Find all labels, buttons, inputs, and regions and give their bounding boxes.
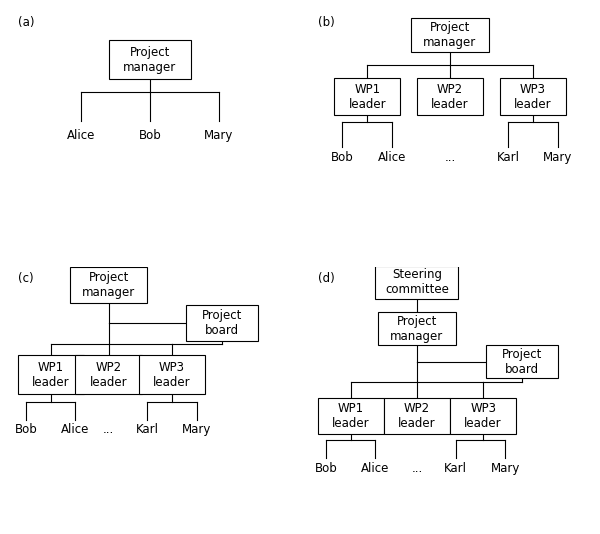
Text: WP3
leader: WP3 leader — [464, 402, 502, 430]
Text: (c): (c) — [17, 272, 33, 285]
Text: Karl: Karl — [444, 462, 467, 475]
Text: WP1
leader: WP1 leader — [332, 402, 370, 430]
FancyBboxPatch shape — [500, 78, 566, 115]
Text: Alice: Alice — [378, 151, 406, 164]
Text: Project
manager: Project manager — [82, 271, 135, 299]
FancyBboxPatch shape — [378, 312, 455, 345]
Text: (a): (a) — [17, 15, 34, 29]
Text: Bob: Bob — [14, 423, 37, 436]
FancyBboxPatch shape — [17, 356, 84, 394]
FancyBboxPatch shape — [109, 40, 191, 80]
FancyBboxPatch shape — [317, 398, 384, 434]
FancyBboxPatch shape — [334, 78, 400, 115]
FancyBboxPatch shape — [76, 356, 142, 394]
FancyBboxPatch shape — [486, 345, 557, 379]
Text: Project
manager: Project manager — [424, 21, 476, 49]
Text: WP3
leader: WP3 leader — [153, 360, 191, 389]
Text: WP3
leader: WP3 leader — [514, 83, 551, 111]
Text: Alice: Alice — [61, 423, 89, 436]
Text: ...: ... — [103, 423, 114, 436]
Text: (b): (b) — [317, 15, 334, 29]
Text: WP2
leader: WP2 leader — [431, 83, 469, 111]
Text: Project
manager: Project manager — [124, 46, 176, 74]
FancyBboxPatch shape — [450, 398, 516, 434]
FancyBboxPatch shape — [412, 18, 488, 52]
Text: Project
board: Project board — [502, 348, 542, 376]
Text: Mary: Mary — [182, 423, 212, 436]
Text: Mary: Mary — [205, 129, 233, 142]
Text: WP1
leader: WP1 leader — [349, 83, 386, 111]
FancyBboxPatch shape — [70, 267, 147, 303]
FancyBboxPatch shape — [139, 356, 205, 394]
Text: ...: ... — [445, 151, 455, 164]
Text: Bob: Bob — [331, 151, 354, 164]
Text: WP1
leader: WP1 leader — [32, 360, 70, 389]
Text: Alice: Alice — [361, 462, 389, 475]
Text: WP2
leader: WP2 leader — [398, 402, 436, 430]
Text: Bob: Bob — [314, 462, 337, 475]
Text: Project
board: Project board — [202, 309, 242, 337]
Text: Karl: Karl — [496, 151, 520, 164]
FancyBboxPatch shape — [376, 266, 458, 299]
Text: (d): (d) — [317, 272, 334, 285]
Text: Alice: Alice — [67, 129, 95, 142]
Text: WP2
leader: WP2 leader — [90, 360, 127, 389]
Text: Bob: Bob — [139, 129, 161, 142]
Text: Project
manager: Project manager — [390, 315, 443, 342]
Text: ...: ... — [411, 462, 422, 475]
FancyBboxPatch shape — [186, 305, 257, 341]
Text: Steering
committee: Steering committee — [385, 269, 449, 296]
FancyBboxPatch shape — [384, 398, 450, 434]
Text: Mary: Mary — [543, 151, 572, 164]
FancyBboxPatch shape — [417, 78, 483, 115]
Text: Karl: Karl — [136, 423, 159, 436]
Text: Mary: Mary — [491, 462, 520, 475]
